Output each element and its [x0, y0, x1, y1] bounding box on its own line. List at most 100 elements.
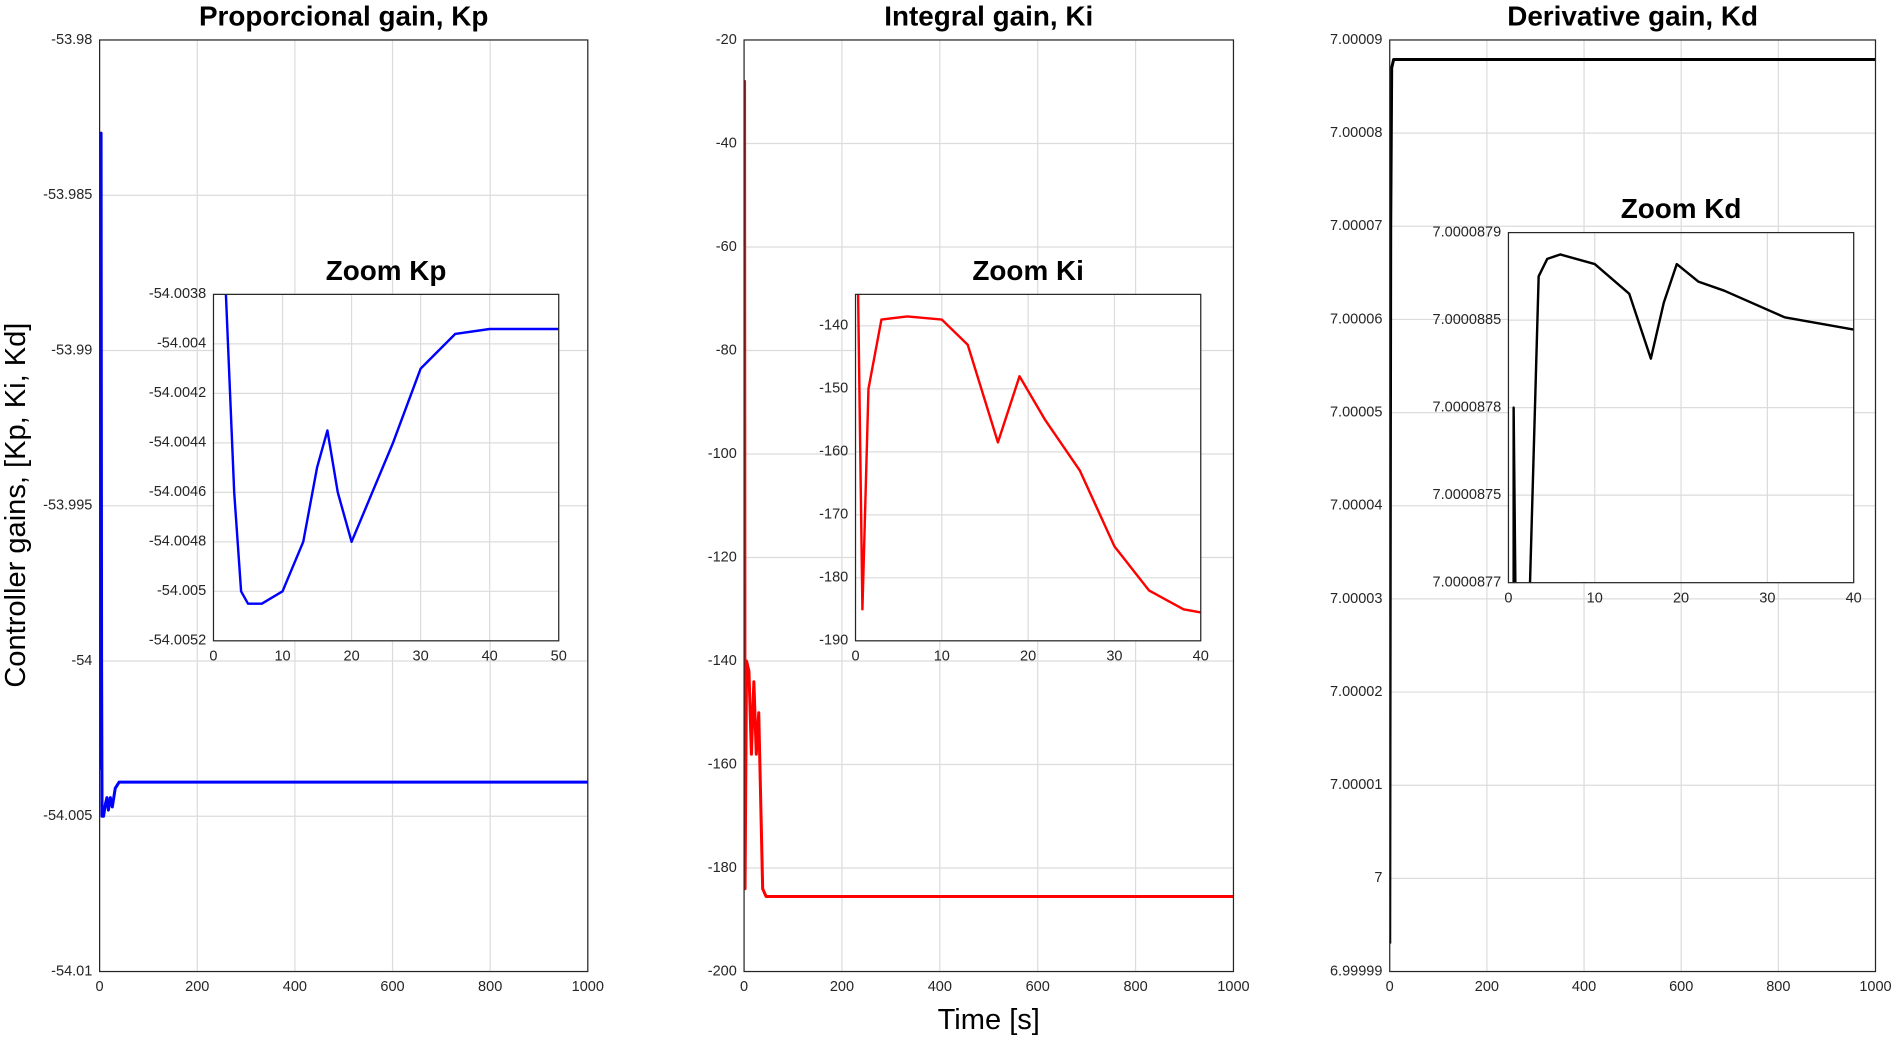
y-tick-label: -180: [708, 860, 737, 876]
y-tick-label: -80: [716, 342, 737, 358]
chart-title: Zoom Kp: [326, 255, 447, 286]
data-line: [224, 294, 559, 605]
y-tick-label: 7.0000877: [1433, 575, 1502, 591]
x-tick-label: 40: [1846, 590, 1862, 606]
series: [856, 294, 1201, 614]
x-tick-label: 0: [740, 979, 748, 995]
x-tick-label: 1000: [1859, 979, 1891, 995]
x-tick-label: 400: [1572, 979, 1596, 995]
y-tick-label: 7.00005: [1330, 404, 1382, 420]
y-tick-label: -120: [708, 549, 737, 565]
x-tick-label: 10: [1587, 590, 1603, 606]
x-tick-label: 800: [1123, 979, 1147, 995]
y-tick-label: 7.0000879: [1433, 224, 1502, 240]
y-tick-label: -53.98: [51, 32, 92, 48]
x-tick-label: 0: [1504, 590, 1512, 606]
x-tick-label: 0: [1386, 979, 1394, 995]
x-tick-label: 400: [928, 979, 952, 995]
y-axis-label: Controller gains, [Kp, Ki, Kd]: [0, 323, 32, 688]
y-tick-label: -54.01: [51, 963, 92, 979]
axes-frame: [854, 293, 1202, 642]
x-tick-label: 400: [283, 979, 307, 995]
y-tick-label: -54: [71, 653, 92, 669]
axes-frame: [1507, 231, 1855, 584]
y-tick-label: -60: [716, 239, 737, 255]
axes-frame: [99, 39, 589, 973]
x-tick-label: 0: [851, 648, 859, 664]
x-tick-label: 600: [380, 979, 404, 995]
series: [224, 294, 559, 605]
y-tick-label: -54.005: [43, 808, 92, 824]
x-axis-label: Time [s]: [938, 1004, 1040, 1036]
chart-title: Zoom Ki: [972, 255, 1083, 286]
y-tick-label: -54.0046: [149, 484, 206, 500]
y-tick-label: -20: [716, 32, 737, 48]
x-tick-label: 200: [185, 979, 209, 995]
y-tick-label: -100: [708, 446, 737, 462]
chart-title: Derivative gain, Kd: [1507, 1, 1758, 32]
axes-frame: [743, 39, 1235, 973]
x-tick-label: 800: [478, 979, 502, 995]
data-line: [856, 294, 1201, 614]
y-tick-label: -54.005: [157, 583, 206, 599]
y-tick-label: 7.0000875: [1433, 487, 1502, 503]
chart-title: Proporcional gain, Kp: [199, 1, 488, 32]
x-tick-label: 600: [1669, 979, 1693, 995]
x-tick-label: 10: [934, 648, 950, 664]
y-tick-label: -54.0052: [149, 633, 206, 649]
y-tick-label: 7.00008: [1330, 125, 1382, 141]
series: [744, 79, 1234, 898]
y-tick-label: 7.00006: [1330, 311, 1382, 327]
x-tick-label: 30: [413, 648, 429, 664]
y-tick-label: -160: [708, 756, 737, 772]
y-tick-label: 7.00001: [1330, 777, 1382, 793]
axes-frame: [212, 293, 560, 642]
chart-title: Integral gain, Ki: [884, 1, 1093, 32]
series: [99, 131, 588, 818]
y-tick-label: -54.004: [157, 336, 206, 352]
x-tick-label: 600: [1026, 979, 1050, 995]
y-tick-label: -53.985: [43, 187, 92, 203]
y-tick-label: 7.00002: [1330, 684, 1382, 700]
x-tick-label: 0: [209, 648, 217, 664]
y-tick-label: -170: [819, 507, 848, 523]
y-tick-label: 6.99999: [1330, 963, 1382, 979]
data-line: [99, 131, 588, 818]
y-tick-label: -140: [819, 318, 848, 334]
series: [1512, 253, 1854, 583]
y-tick-label: -40: [716, 135, 737, 151]
y-tick-label: -54.0044: [149, 435, 206, 451]
x-tick-label: 20: [1673, 590, 1689, 606]
data-line: [1512, 253, 1854, 583]
x-tick-label: 40: [1193, 648, 1209, 664]
x-tick-label: 20: [1020, 648, 1036, 664]
x-tick-label: 200: [1475, 979, 1499, 995]
y-tick-label: -180: [819, 570, 848, 586]
x-tick-label: 200: [830, 979, 854, 995]
chart-title: Zoom Kd: [1621, 193, 1742, 224]
x-tick-label: 1000: [1217, 979, 1249, 995]
plot-area: [213, 294, 559, 641]
y-tick-label: -150: [819, 381, 848, 397]
series: [1389, 58, 1876, 944]
y-tick-label: -200: [708, 963, 737, 979]
y-tick-label: 7: [1374, 870, 1382, 886]
x-tick-label: 10: [274, 648, 290, 664]
y-tick-label: 7.00009: [1330, 32, 1382, 48]
y-tick-label: -54.0038: [149, 286, 206, 302]
y-tick-label: 7.00004: [1330, 498, 1382, 514]
x-tick-label: 40: [482, 648, 498, 664]
y-tick-label: 7.0000885: [1433, 312, 1502, 328]
y-tick-label: -54.0048: [149, 534, 206, 550]
y-tick-label: -53.99: [51, 342, 92, 358]
x-tick-label: 30: [1759, 590, 1775, 606]
y-tick-label: -54.0042: [149, 385, 206, 401]
axes-frame: [1389, 39, 1877, 973]
y-tick-label: -53.995: [43, 498, 92, 514]
data-line: [744, 79, 1234, 898]
x-tick-label: 0: [96, 979, 104, 995]
y-tick-label: -140: [708, 653, 737, 669]
y-tick-label: -190: [819, 633, 848, 649]
